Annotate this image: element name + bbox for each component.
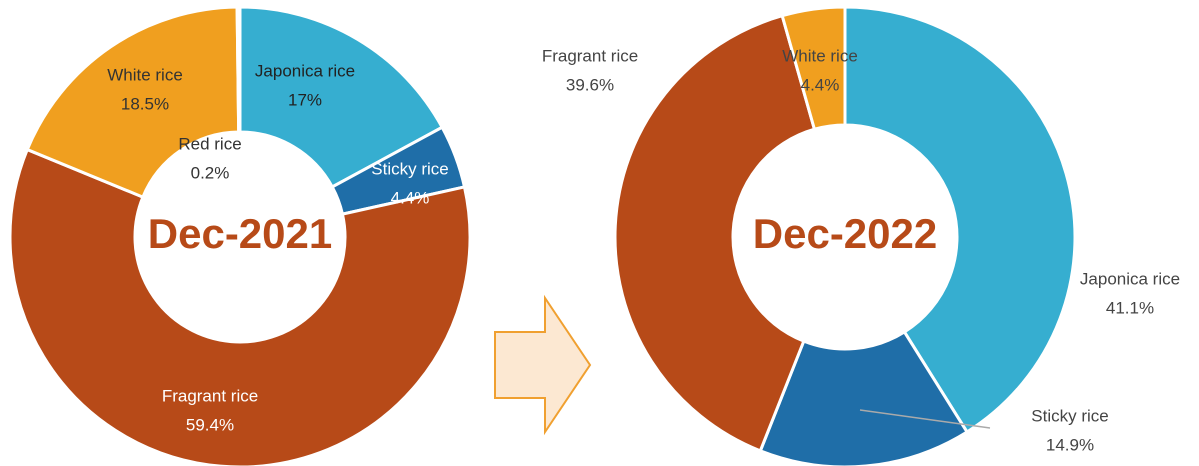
slice-label: Sticky rice [371, 159, 448, 178]
slice-label: Japonica rice [1080, 269, 1180, 288]
center-label: Dec-2021 [148, 210, 332, 257]
slice-label: Japonica rice [255, 61, 355, 80]
slice [8, 147, 472, 466]
slice-value: 41.1% [1106, 298, 1154, 317]
slice [843, 5, 1077, 435]
slice-label: White rice [107, 65, 183, 84]
arrow [494, 294, 592, 436]
slice-value: 4.4% [801, 75, 840, 94]
slice-label: White rice [782, 46, 858, 65]
slice-value: 18.5% [121, 94, 169, 113]
slice-value: 0.2% [191, 163, 230, 182]
leader-line [859, 409, 991, 429]
center-label: Dec-2022 [753, 210, 937, 257]
slice-label: Fragrant rice [162, 386, 258, 405]
slice [758, 329, 970, 466]
slice [613, 13, 817, 453]
slice-value: 39.6% [566, 75, 614, 94]
slice-label: Sticky rice [1031, 406, 1108, 425]
slice-value: 14.9% [1046, 435, 1094, 454]
slice-label: Red rice [178, 134, 241, 153]
slice-value: 4.4% [391, 188, 430, 207]
slice [780, 5, 847, 132]
slice [238, 5, 445, 189]
slice-value: 17% [288, 90, 322, 109]
slice [235, 5, 242, 134]
slice-label: Fragrant rice [542, 46, 638, 65]
slice-value: 59.4% [186, 415, 234, 434]
slice [25, 5, 241, 200]
